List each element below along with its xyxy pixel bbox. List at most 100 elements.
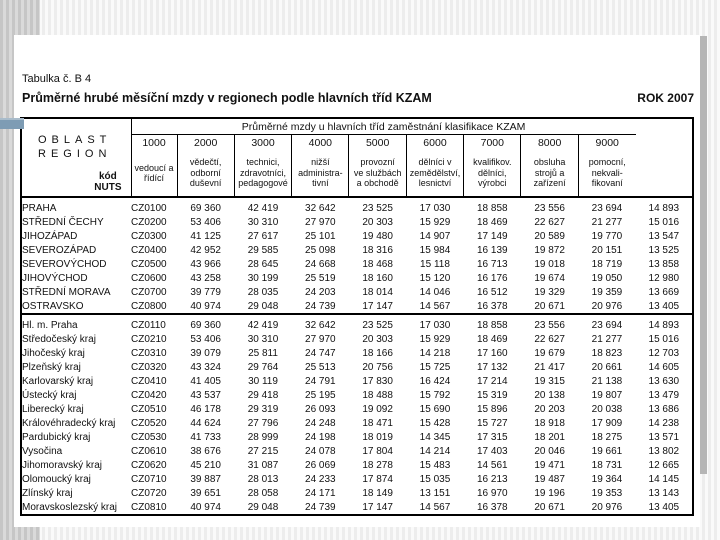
value-cell: 13 669 <box>648 286 680 298</box>
value-cell: 43 537 <box>190 389 221 401</box>
table-row: STŘEDNÍ ČECHY CZ0200 53 406 30 310 27 970 20 … <box>21 215 693 229</box>
value-cell: 27 970 <box>305 333 336 345</box>
value-cell: 43 324 <box>190 361 221 373</box>
region-name-cell: JIHOVÝCHOD <box>22 272 88 284</box>
class-code-header: 2000 <box>176 134 235 150</box>
value-cell: 18 149 <box>362 487 393 499</box>
value-cell: 40 974 <box>190 300 221 312</box>
value-cell: 23 556 <box>534 202 565 214</box>
value-cell: 15 896 <box>477 403 508 415</box>
value-cell: 14 567 <box>419 300 451 312</box>
nuts-code-cell: CZ0110 <box>131 313 177 332</box>
value-cell: 12 665 <box>648 459 680 471</box>
nuts-code-cell: CZ0510 <box>131 403 167 415</box>
value-cell: 19 679 <box>534 347 565 359</box>
value-cell: 25 195 <box>305 389 336 401</box>
value-cell: 15 428 <box>419 417 451 429</box>
region-name-cell: Pardubický kraj <box>22 431 91 443</box>
value-cell: 20 976 <box>591 300 623 312</box>
value-cell: 18 918 <box>534 417 565 429</box>
class-code-header: 5000 <box>348 134 407 150</box>
value-cell: 13 151 <box>419 487 451 499</box>
class-desc-header: obsluha strojů a zařízení <box>520 150 579 197</box>
value-cell: 17 804 <box>362 445 393 457</box>
value-cell: 18 823 <box>591 347 623 359</box>
value-cell: 23 694 <box>591 202 623 214</box>
nuts-code-cell: CZ0800 <box>131 300 167 312</box>
value-cell: 15 016 <box>648 333 680 345</box>
nuts-code-cell: CZ0720 <box>131 487 167 499</box>
value-cell: 18 469 <box>477 216 508 228</box>
value-cell: 24 739 <box>305 501 336 513</box>
nuts-code-cell: CZ0530 <box>131 431 167 443</box>
class-code-header: 3000 <box>233 134 292 150</box>
value-cell: 16 424 <box>419 375 451 387</box>
class-desc-header: vědečtí, odborní duševní <box>176 150 235 197</box>
value-cell: 16 139 <box>477 244 508 256</box>
value-cell: 27 215 <box>247 445 279 457</box>
region-name-cell: Hl. m. Praha <box>21 313 131 332</box>
nuts-code-cell: CZ0500 <box>131 258 167 270</box>
value-cell: 14 214 <box>419 445 451 457</box>
nuts-code-cell: CZ0300 <box>131 230 167 242</box>
value-cell: 20 661 <box>591 361 623 373</box>
nuts-code-cell: CZ0610 <box>131 445 167 457</box>
nuts-code-cell: CZ0620 <box>131 459 167 471</box>
value-cell: 23 694 <box>578 313 636 332</box>
nuts-code-cell: CZ0400 <box>131 244 167 256</box>
value-cell: 24 171 <box>305 487 336 499</box>
title-row: Průměrné hrubé měsíční mzdy v regionech … <box>22 91 694 105</box>
region-name-cell: JIHOZÁPAD <box>22 230 78 242</box>
value-cell: 19 315 <box>534 375 565 387</box>
value-cell: 28 035 <box>247 286 279 298</box>
value-cell: 22 627 <box>534 216 565 228</box>
value-cell: 39 779 <box>190 286 221 298</box>
value-cell: 14 907 <box>419 230 451 242</box>
table-number-label: Tabulka č. B 4 <box>22 73 92 85</box>
value-cell: 17 132 <box>477 361 508 373</box>
table-row: Královéhradecký kraj CZ0520 44 624 27 796 24… <box>21 416 693 430</box>
value-cell: 25 098 <box>305 244 336 256</box>
value-cell: 29 764 <box>247 361 279 373</box>
value-cell: 26 093 <box>305 403 336 415</box>
class-code-header: 6000 <box>405 134 464 150</box>
value-cell: 32 642 <box>305 202 336 214</box>
value-cell: 19 196 <box>534 487 565 499</box>
value-cell: 19 364 <box>591 473 623 485</box>
table-row: OSTRAVSKO CZ0800 40 974 29 048 24 739 17 147 1… <box>21 299 693 314</box>
value-cell: 19 329 <box>534 286 565 298</box>
nuts-code-cell: CZ0420 <box>131 389 167 401</box>
region-name-cell: Vysočina <box>22 445 63 457</box>
value-cell: 20 151 <box>591 244 623 256</box>
class-code-header: 8000 <box>520 134 579 150</box>
value-cell: 13 686 <box>648 403 680 415</box>
value-cell: 20 976 <box>591 501 623 513</box>
value-cell: 15 118 <box>420 258 450 270</box>
value-cell: 24 078 <box>305 445 336 457</box>
value-cell: 38 676 <box>190 445 221 457</box>
value-cell: 15 319 <box>477 389 508 401</box>
value-cell: 18 316 <box>362 244 393 256</box>
region-name-cell: Královéhradecký kraj <box>22 417 116 429</box>
value-cell: 28 999 <box>247 431 279 443</box>
value-cell: 32 642 <box>291 313 349 332</box>
value-cell: 18 488 <box>362 389 393 401</box>
region-name-cell: Karlovarský kraj <box>22 375 94 387</box>
table-row: Hl. m. Praha CZ0110 69 360 42 419 32 642 23 5… <box>21 313 693 332</box>
value-cell: 24 203 <box>305 286 336 298</box>
value-cell: 17 149 <box>477 230 508 242</box>
nuts-code-cell: CZ0520 <box>131 417 167 429</box>
table-row: Karlovarský kraj CZ0410 41 405 30 119 24 791… <box>21 374 693 388</box>
value-cell: 24 747 <box>305 347 336 359</box>
value-cell: 53 406 <box>190 333 221 345</box>
table-row: Liberecký kraj CZ0510 46 178 29 319 26 093 19… <box>21 402 693 416</box>
value-cell: 19 770 <box>591 230 623 242</box>
value-cell: 14 238 <box>648 417 680 429</box>
value-cell: 16 176 <box>477 272 508 284</box>
value-cell: 13 547 <box>648 230 680 242</box>
value-cell: 30 310 <box>247 216 279 228</box>
class-code-header: 9000 <box>577 134 636 150</box>
value-cell: 53 406 <box>190 216 221 228</box>
card-right-shadow <box>700 36 707 474</box>
value-cell: 24 791 <box>305 375 336 387</box>
